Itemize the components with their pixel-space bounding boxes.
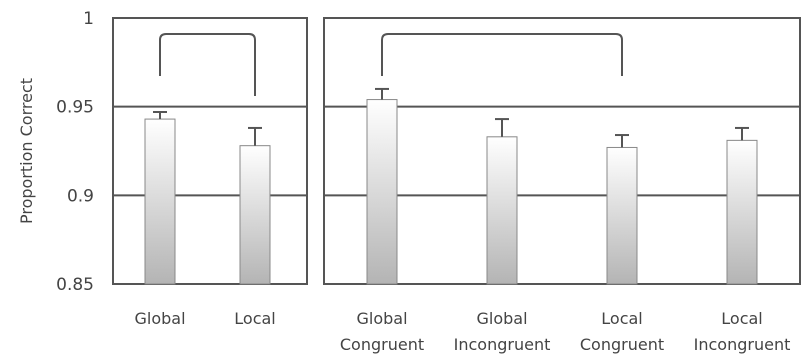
y-tick-label: 1: [83, 9, 94, 29]
category-label: Congruent: [580, 335, 664, 354]
category-label: Incongruent: [694, 335, 791, 354]
panel-frame: [112, 17, 308, 285]
panel-frame: [323, 17, 801, 285]
bar: [366, 99, 398, 285]
category-label: Global: [476, 309, 527, 328]
category-label: Incongruent: [454, 335, 551, 354]
bar: [486, 136, 518, 285]
significance-bracket: [159, 33, 256, 96]
y-tick-label: 0.9: [67, 186, 94, 206]
bar: [606, 146, 638, 285]
category-label: Congruent: [340, 335, 424, 354]
bar: [144, 118, 176, 285]
y-axis-label: Proportion Correct: [17, 78, 36, 224]
category-label: Local: [234, 309, 275, 328]
y-tick-label: 0.95: [56, 98, 94, 118]
bar: [239, 145, 271, 285]
y-tick-label: 0.85: [56, 275, 94, 295]
category-label: Global: [356, 309, 407, 328]
significance-bracket: [381, 33, 623, 76]
category-label: Global: [134, 309, 185, 328]
category-label: Local: [721, 309, 762, 328]
bar: [726, 139, 758, 285]
category-label: Local: [601, 309, 642, 328]
